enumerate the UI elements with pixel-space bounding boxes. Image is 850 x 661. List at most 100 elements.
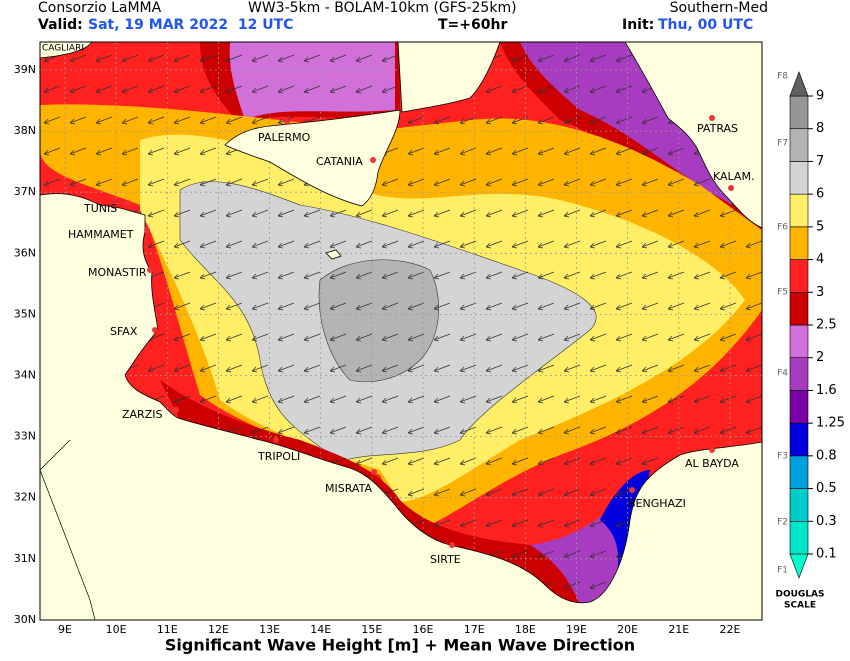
arrow bbox=[641, 457, 659, 466]
arrow bbox=[615, 395, 633, 404]
place-label: TUNIS bbox=[83, 202, 117, 215]
arrow bbox=[43, 85, 61, 94]
wave-zone bbox=[520, 42, 762, 215]
arrow bbox=[485, 116, 503, 125]
arrow bbox=[277, 271, 295, 280]
arrow bbox=[641, 395, 659, 404]
arrow bbox=[381, 178, 399, 187]
lon-label: 16E bbox=[413, 623, 434, 636]
arrow bbox=[433, 519, 451, 528]
arrow bbox=[277, 209, 295, 218]
arrow bbox=[329, 271, 347, 280]
arrow bbox=[667, 240, 685, 249]
arrow bbox=[303, 302, 321, 311]
model: WW3-5km - BOLAM-10km (GFS-25km) bbox=[248, 0, 517, 16]
arrow bbox=[511, 333, 529, 342]
arrow bbox=[537, 488, 555, 497]
place-dot bbox=[144, 227, 150, 233]
arrow bbox=[303, 426, 321, 435]
arrow bbox=[719, 271, 737, 280]
wave-zone bbox=[530, 470, 642, 605]
legend-subtitle: SCALE bbox=[784, 601, 816, 611]
legend-label: 5 bbox=[816, 219, 824, 234]
arrow bbox=[563, 178, 581, 187]
lat-label: 36N bbox=[14, 246, 36, 259]
arrow bbox=[485, 457, 503, 466]
arrow bbox=[381, 209, 399, 218]
arrow bbox=[355, 240, 373, 249]
arrow bbox=[745, 426, 762, 435]
douglas-label: F4 bbox=[777, 369, 788, 379]
arrow bbox=[95, 178, 113, 187]
arrow bbox=[589, 209, 607, 218]
arrow bbox=[277, 240, 295, 249]
arrow bbox=[589, 333, 607, 342]
arrow bbox=[95, 116, 113, 125]
arrow bbox=[589, 364, 607, 373]
arrow bbox=[667, 302, 685, 311]
footer: Significant Wave Height [m] + Mean Wave … bbox=[165, 636, 635, 655]
douglas-label: F6 bbox=[777, 223, 788, 233]
arrow bbox=[563, 240, 581, 249]
legend-swatch bbox=[789, 488, 809, 522]
arrow bbox=[277, 54, 295, 63]
legend-label: 0.8 bbox=[816, 448, 837, 463]
region: Southern-Med bbox=[670, 0, 768, 16]
arrow bbox=[173, 54, 191, 63]
lon-label: 17E bbox=[464, 623, 485, 636]
arrow bbox=[667, 333, 685, 342]
arrow bbox=[693, 240, 711, 249]
douglas-label: F5 bbox=[777, 288, 788, 298]
arrow bbox=[693, 271, 711, 280]
arrow bbox=[641, 333, 659, 342]
arrow bbox=[407, 116, 425, 125]
lon-label: 22E bbox=[719, 623, 740, 636]
arrow bbox=[589, 54, 607, 63]
arrow bbox=[303, 395, 321, 404]
arrow bbox=[537, 54, 555, 63]
arrow bbox=[537, 457, 555, 466]
lon-label: 9E bbox=[58, 623, 72, 636]
arrow bbox=[251, 426, 269, 435]
arrow bbox=[147, 85, 165, 94]
legend-swatch bbox=[789, 259, 809, 293]
legend-label: 2.5 bbox=[816, 318, 837, 333]
arrow bbox=[485, 333, 503, 342]
arrow bbox=[277, 333, 295, 342]
arrow bbox=[719, 333, 737, 342]
arrow bbox=[173, 209, 191, 218]
valid-label: Valid: bbox=[38, 17, 83, 33]
arrow bbox=[459, 209, 477, 218]
lon-label: 12E bbox=[208, 623, 229, 636]
arrow bbox=[459, 147, 477, 156]
malta bbox=[325, 249, 342, 260]
arrow bbox=[615, 426, 633, 435]
arrow bbox=[459, 178, 477, 187]
douglas-label: F2 bbox=[777, 518, 788, 528]
arrow bbox=[251, 271, 269, 280]
arrow bbox=[69, 116, 87, 125]
arrow bbox=[355, 54, 373, 63]
arrow bbox=[147, 116, 165, 125]
arrow bbox=[667, 395, 685, 404]
arrow bbox=[459, 333, 477, 342]
arrow bbox=[69, 147, 87, 156]
place-label: CAGLIARI bbox=[42, 44, 84, 54]
legend-swatch bbox=[789, 193, 809, 228]
arrow bbox=[147, 54, 165, 63]
arrow bbox=[459, 271, 477, 280]
arrow bbox=[563, 85, 581, 94]
arrow bbox=[563, 147, 581, 156]
arrow bbox=[251, 364, 269, 373]
place-label: BENGHAZI bbox=[628, 497, 686, 510]
arrow bbox=[745, 395, 762, 404]
arrow bbox=[667, 178, 685, 187]
arrow bbox=[589, 581, 607, 590]
arrow bbox=[563, 364, 581, 373]
arrow bbox=[745, 240, 762, 249]
lon-label: 18E bbox=[515, 623, 536, 636]
arrow bbox=[745, 271, 762, 280]
arrow bbox=[433, 209, 451, 218]
valid-time: Sat, 19 MAR 2022 12 UTC bbox=[88, 17, 293, 33]
